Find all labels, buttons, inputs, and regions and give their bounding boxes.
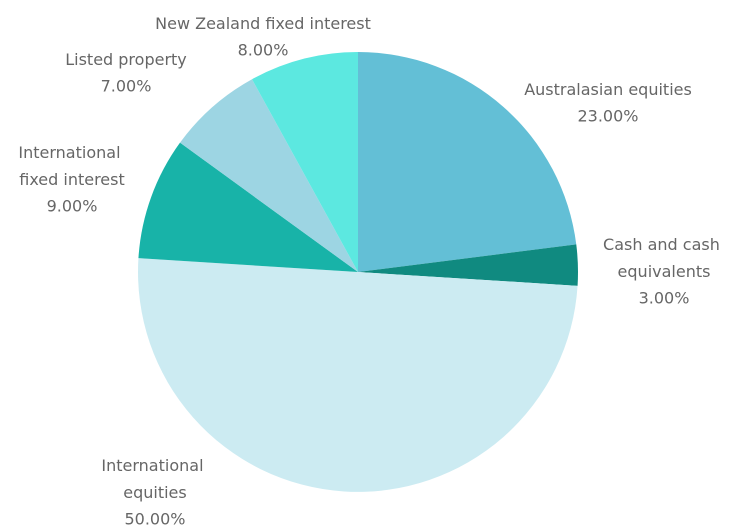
slice-label: Australasian equities xyxy=(524,80,692,99)
slice-label: International fixed interest xyxy=(18,143,125,189)
slice-value-label: 8.00% xyxy=(238,41,289,60)
pie-slice xyxy=(138,258,578,492)
slice-value-label: 3.00% xyxy=(639,289,690,308)
slice-value-label: 50.00% xyxy=(124,510,185,526)
pie-slice xyxy=(180,79,358,273)
pie-slice xyxy=(358,52,577,272)
pie-slice xyxy=(138,142,358,272)
slice-value-label: 9.00% xyxy=(47,197,98,216)
slice-label: New Zealand fixed interest xyxy=(155,14,371,33)
slice-value-label: 23.00% xyxy=(577,107,638,126)
pie-slice xyxy=(252,52,358,272)
pie-slice xyxy=(358,244,578,286)
slice-label: Cash and cash equivalents xyxy=(603,235,725,281)
slice-label: Listed property xyxy=(65,50,187,69)
slice-label: International equities xyxy=(101,456,208,502)
slice-value-label: 7.00% xyxy=(101,77,152,96)
